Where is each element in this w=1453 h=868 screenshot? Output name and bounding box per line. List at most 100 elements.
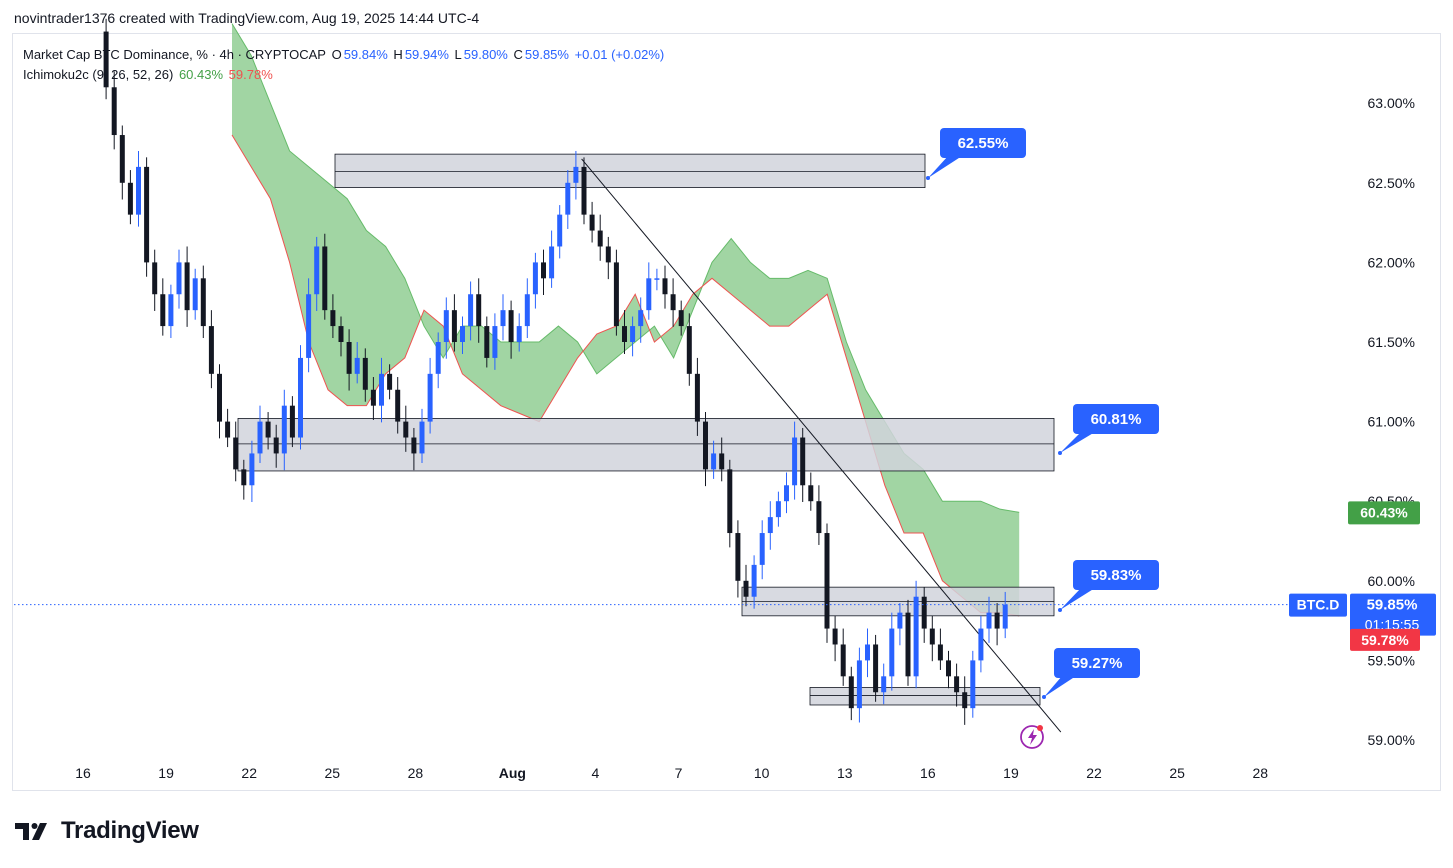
candle-body — [727, 469, 733, 534]
lightning-icon[interactable] — [1020, 725, 1044, 749]
candle-body — [751, 564, 757, 597]
candle-body — [338, 326, 344, 342]
candle-body — [735, 533, 741, 581]
candle-body — [848, 676, 854, 709]
price-axis-label: 62.50% — [1368, 175, 1415, 191]
price-zone[interactable] — [237, 418, 1055, 472]
price-axis-label: 62.00% — [1368, 254, 1415, 270]
candle-body — [638, 310, 644, 327]
candle-body — [257, 421, 263, 454]
chart-frame[interactable] — [12, 33, 1441, 791]
callout-pointer — [1060, 588, 1095, 610]
candle-body — [856, 660, 862, 709]
open-label: O — [331, 47, 342, 62]
callout-pointer — [1060, 432, 1095, 453]
callout-label: 59.83% — [1091, 567, 1142, 584]
candle-body — [881, 676, 887, 693]
candle-body — [419, 421, 425, 454]
tradingview-logo-icon — [15, 823, 47, 840]
candle-body — [670, 294, 676, 311]
candle-body — [395, 389, 401, 422]
candle-body — [370, 389, 376, 406]
tradingview-logo[interactable]: TradingView — [15, 817, 199, 845]
candle-body — [622, 326, 627, 342]
candle-body — [298, 357, 303, 438]
callout-anchor — [926, 176, 930, 180]
time-axis-label: 25 — [325, 765, 341, 781]
indicator-name[interactable]: Ichimoku2c (9, 26, 52, 26) — [23, 67, 174, 82]
candle-body — [686, 326, 692, 374]
candle-body — [249, 453, 255, 486]
symbol-legend-row[interactable]: Market Cap BTC Dominance, % · 4h · CRYPT… — [23, 45, 666, 65]
candle-body — [921, 596, 927, 629]
time-axis-label: 28 — [1252, 765, 1268, 781]
callout-label: 60.81% — [1091, 411, 1142, 428]
price-zone[interactable] — [334, 153, 926, 188]
time-axis-label: 7 — [675, 765, 683, 781]
callout-box[interactable] — [1054, 648, 1140, 678]
candle-body — [427, 373, 433, 422]
time-axis-label: 22 — [241, 765, 257, 781]
candle-body — [662, 278, 668, 295]
high-label: H — [393, 47, 403, 62]
candle-body — [532, 262, 538, 295]
time-axis-label: 10 — [754, 765, 770, 781]
price-zone[interactable] — [809, 687, 1041, 706]
candle-body — [330, 310, 336, 327]
candle-body — [929, 628, 935, 645]
current-price-value: 59.85% — [1367, 597, 1418, 614]
time-axis-label: 19 — [158, 765, 174, 781]
candle-body — [549, 246, 555, 279]
candle-body — [144, 166, 150, 263]
candle-body — [160, 294, 166, 327]
candle-body — [403, 421, 409, 438]
candle-body — [273, 437, 279, 454]
callout-box[interactable] — [1073, 560, 1159, 590]
time-axis[interactable]: 16 19 22 25 28 Aug 4 7 10 13 16 19 22 25 28 — [75, 765, 1268, 781]
candle-body — [500, 310, 506, 327]
symbol-name[interactable]: Market Cap BTC Dominance, % · 4h · CRYPT… — [23, 47, 326, 62]
time-axis-label: 16 — [75, 765, 91, 781]
candle-body — [306, 294, 312, 358]
candle-body — [460, 326, 465, 342]
callout-anchor — [1042, 695, 1046, 699]
indicator-lead-a-value: 60.43% — [178, 67, 224, 82]
callout-box[interactable] — [940, 128, 1026, 158]
candle-body — [784, 485, 789, 502]
candle-body — [265, 421, 271, 438]
candle-body — [387, 373, 393, 390]
candle-body — [978, 628, 984, 661]
candle-body — [865, 644, 870, 661]
lead-b-price-tag-label: 59.78% — [1361, 632, 1409, 648]
price-axis[interactable]: 59.00%59.50%60.00%60.50%61.00%61.50%62.0… — [1368, 95, 1415, 748]
candle-body — [192, 278, 198, 311]
candle-body — [379, 373, 384, 406]
indicator-legend-row[interactable]: Ichimoku2c (9, 26, 52, 26) 60.43% 59.78% — [23, 65, 666, 85]
candle-body — [905, 612, 911, 677]
candle-body — [792, 437, 798, 486]
countdown-timer: 01:15:55 — [1365, 617, 1420, 633]
symbol-tag[interactable] — [1289, 593, 1347, 617]
candle-body — [573, 166, 579, 183]
low-value: 59.80% — [463, 47, 508, 62]
time-axis-label: 13 — [837, 765, 853, 781]
candle-body — [937, 644, 943, 661]
candle-body — [630, 326, 636, 342]
candle-body — [233, 437, 239, 470]
lead-a-price-tag — [1348, 501, 1420, 525]
candle-body — [743, 580, 749, 597]
candle-body — [136, 166, 141, 215]
candle-body — [225, 421, 231, 438]
close-value: 59.85% — [524, 47, 569, 62]
lead-a-price-tag-label: 60.43% — [1360, 504, 1408, 520]
candle-body — [241, 469, 247, 486]
callout-box[interactable] — [1073, 404, 1159, 434]
candle-body — [711, 453, 717, 470]
cloud-fill — [232, 23, 1020, 616]
candle-body — [581, 166, 587, 215]
candle-body — [208, 326, 214, 374]
candle-body — [152, 262, 158, 295]
close-label: C — [513, 47, 523, 62]
candle-body — [468, 294, 474, 327]
